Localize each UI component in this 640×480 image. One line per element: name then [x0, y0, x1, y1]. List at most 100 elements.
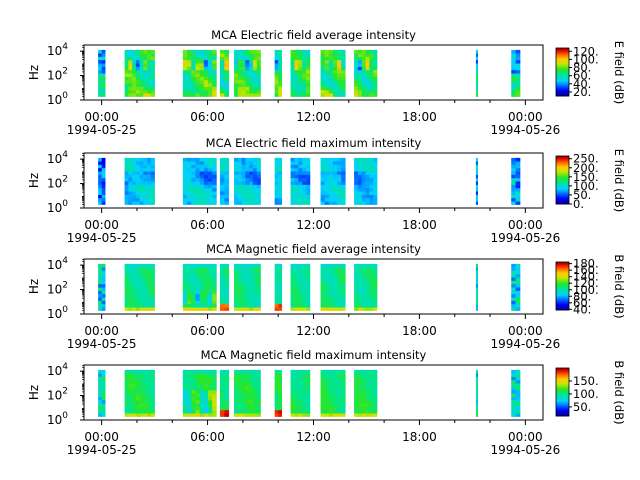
- spectrogram-cell: [199, 300, 205, 305]
- spectrogram-cell: [182, 403, 188, 407]
- spectrogram-cell: [147, 201, 152, 205]
- spectrogram-cell: [237, 287, 242, 291]
- spectrogram-cell: [302, 413, 307, 417]
- spectrogram-cell: [354, 270, 359, 275]
- spectrogram-cell: [249, 277, 254, 281]
- spectrogram-cell: [182, 89, 188, 94]
- spectrogram-cell: [135, 161, 140, 165]
- spectrogram-cell: [147, 263, 152, 268]
- spectrogram-cell: [341, 293, 346, 298]
- spectrogram-cell: [234, 399, 239, 404]
- spectrogram-cell: [298, 66, 303, 71]
- spectrogram-cell: [354, 290, 359, 295]
- spectrogram-cell: [237, 409, 242, 414]
- spectrogram-cell: [252, 93, 258, 97]
- colorbar-step: [556, 198, 569, 200]
- spectrogram-cell: [212, 157, 217, 162]
- spectrogram-cell: [337, 369, 342, 374]
- spectrogram-cell: [256, 86, 261, 91]
- spectrogram-cell: [208, 157, 213, 162]
- spectrogram-cell: [332, 63, 338, 67]
- spectrogram-cell: [150, 86, 155, 91]
- spectrogram-cell: [187, 197, 192, 202]
- spectrogram-cell: [252, 373, 258, 377]
- spectrogram-cell: [274, 79, 279, 84]
- spectrogram-cell: [515, 171, 521, 175]
- spectrogram-cell: [337, 399, 342, 404]
- spectrogram-cell: [203, 49, 209, 54]
- spectrogram-cell: [294, 66, 299, 71]
- spectrogram-cell: [306, 280, 311, 285]
- spectrogram-cell: [332, 83, 338, 87]
- spectrogram-cell: [187, 161, 192, 165]
- spectrogram-cell: [369, 263, 374, 268]
- spectrogram-cell: [237, 369, 242, 374]
- spectrogram-cell: [328, 290, 334, 295]
- colorbar-step: [556, 171, 569, 173]
- spectrogram-cell: [290, 49, 295, 54]
- spectrogram-cell: [357, 161, 363, 165]
- spectrogram-cell: [199, 280, 205, 285]
- spectrogram-cell: [191, 297, 196, 301]
- spectrogram-cell: [328, 174, 334, 179]
- spectrogram-cell: [302, 197, 307, 202]
- colorbar-step: [556, 397, 569, 399]
- spectrogram-cell: [147, 157, 152, 162]
- spectrogram-cell: [241, 201, 246, 205]
- spectrogram-cell: [290, 393, 295, 397]
- y-tick-base: 10: [47, 389, 62, 403]
- spectrogram-cell: [306, 389, 311, 394]
- spectrogram-cell: [337, 373, 342, 377]
- spectrogram-cell: [143, 59, 148, 64]
- spectrogram-cell: [212, 283, 217, 288]
- colorbar-step: [556, 166, 569, 168]
- spectrogram-cell: [241, 86, 246, 91]
- x-tick-date-label: 1994-05-25: [67, 337, 137, 351]
- spectrogram-cell: [357, 83, 363, 87]
- spectrogram-cell: [249, 73, 254, 77]
- spectrogram-cell: [274, 373, 279, 377]
- spectrogram-cell: [128, 409, 133, 414]
- spectrogram-cell: [237, 174, 242, 179]
- spectrogram-cell: [332, 164, 338, 169]
- spectrogram-cell: [124, 369, 129, 374]
- spectrogram-cell: [373, 283, 378, 288]
- spectrogram-cell: [373, 161, 378, 165]
- spectrogram-cell: [294, 83, 299, 87]
- spectrogram-cell: [361, 270, 366, 275]
- spectrogram-cell: [187, 267, 192, 271]
- spectrogram-cell: [369, 413, 374, 417]
- spectrogram-cell: [298, 157, 303, 162]
- spectrogram-cell: [306, 399, 311, 404]
- spectrogram-cell: [298, 379, 303, 384]
- spectrogram-cell: [361, 177, 366, 182]
- spectrogram-cell: [354, 83, 359, 87]
- spectrogram-cell: [341, 403, 346, 407]
- colorbar-step: [556, 270, 569, 272]
- spectrogram-cell: [373, 300, 378, 305]
- spectrogram-cell: [302, 393, 307, 397]
- spectrogram-cell: [306, 93, 311, 97]
- spectrogram-cell: [256, 164, 261, 169]
- spectrogram-cell: [278, 83, 283, 87]
- spectrogram-cell: [139, 307, 144, 311]
- spectrogram-cell: [124, 171, 129, 175]
- spectrogram-cell: [139, 379, 144, 384]
- spectrogram-cell: [256, 293, 261, 298]
- spectrogram-cell: [357, 396, 363, 401]
- spectrogram-cell: [219, 79, 225, 84]
- spectrogram-cell: [475, 403, 478, 407]
- spectrogram-cell: [182, 66, 188, 71]
- spectrogram-cell: [302, 86, 307, 91]
- spectrogram-cell: [132, 280, 137, 285]
- spectrogram-cell: [306, 393, 311, 397]
- spectrogram-cell: [135, 194, 140, 199]
- spectrogram-cell: [135, 300, 140, 305]
- spectrogram-cell: [241, 287, 246, 291]
- x-tick-label: 18:00: [402, 430, 437, 444]
- spectrogram-cell: [252, 164, 258, 169]
- spectrogram-cell: [332, 383, 338, 387]
- spectrogram-cell: [306, 171, 311, 175]
- colorbar-step: [556, 158, 569, 160]
- spectrogram-cell: [101, 171, 106, 175]
